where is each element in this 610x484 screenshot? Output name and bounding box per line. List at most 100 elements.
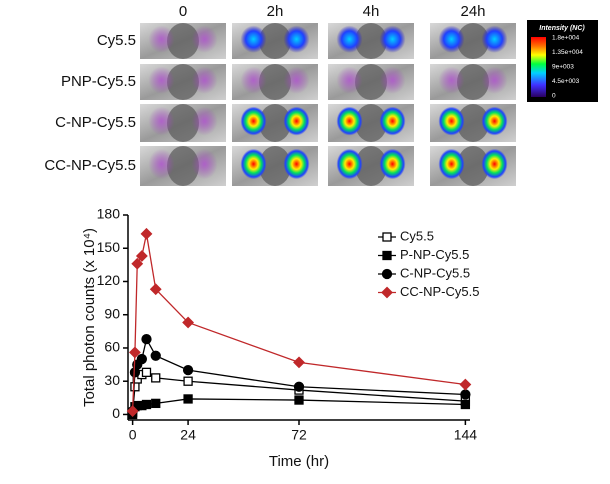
marker — [459, 378, 472, 391]
series — [126, 227, 472, 418]
signal — [481, 106, 508, 136]
signal — [283, 148, 310, 180]
image-cell — [430, 104, 516, 142]
signal — [379, 106, 406, 136]
head-shadow — [259, 23, 291, 59]
marker — [131, 257, 144, 270]
signal — [240, 148, 267, 180]
image-cell — [140, 104, 226, 142]
marker — [294, 395, 304, 405]
signal — [438, 148, 465, 180]
y-tick-label: 30 — [104, 372, 120, 388]
legend-marker — [382, 250, 392, 261]
row-label: C-NP-Cy5.5 — [55, 114, 136, 131]
colorbar-title: Intensity (NC) — [539, 25, 585, 32]
signal — [240, 25, 267, 53]
image-cell — [430, 146, 516, 186]
marker — [183, 394, 193, 404]
marker — [141, 399, 152, 410]
marker — [136, 353, 148, 365]
head-shadow — [457, 64, 489, 100]
colorbar-label: 4.5e+003 — [552, 78, 580, 85]
signal — [148, 25, 175, 53]
signal — [336, 25, 363, 53]
signal — [283, 25, 310, 53]
column-label: 4h — [363, 3, 380, 20]
row-label: CC-NP-Cy5.5 — [44, 157, 136, 174]
legend-marker — [382, 232, 392, 242]
signal — [283, 106, 310, 136]
image-cell — [140, 146, 226, 186]
signal — [148, 106, 175, 136]
head-shadow — [259, 104, 291, 142]
head-shadow — [259, 64, 291, 100]
legend-marker — [381, 286, 393, 299]
head-shadow — [167, 104, 199, 142]
signal — [379, 66, 406, 94]
marker — [141, 367, 152, 378]
image-cell — [140, 64, 226, 100]
signal — [481, 148, 508, 180]
signal — [481, 25, 508, 53]
x-tick-label: 72 — [291, 427, 307, 443]
marker — [293, 356, 305, 369]
marker — [130, 382, 140, 392]
signal — [191, 25, 218, 53]
signal — [438, 106, 465, 136]
signal — [336, 66, 363, 94]
colorbar-label: 9e+003 — [552, 64, 574, 71]
marker — [183, 376, 193, 386]
image-cell — [232, 64, 318, 100]
marker — [151, 373, 161, 383]
image-cell — [328, 104, 414, 142]
y-axis-label: Total photon counts (x 10⁴) — [81, 228, 98, 407]
marker — [182, 316, 195, 329]
signal — [191, 66, 218, 94]
legend-label: P-NP-Cy5.5 — [400, 247, 469, 262]
colorbar — [531, 37, 546, 97]
colorbar-label: 1.8e+004 — [552, 35, 580, 42]
x-axis-label: Time (hr) — [269, 453, 329, 470]
marker — [460, 389, 471, 400]
image-panel: 0 2h 4h 24h Cy5.5 PNP-Cy5.5 C-NP-Cy5.5 CC-NP-Cy… — [44, 3, 598, 186]
marker — [135, 250, 148, 262]
head-shadow — [167, 23, 199, 59]
signal — [148, 148, 175, 180]
signal — [438, 66, 465, 94]
head-shadow — [259, 146, 291, 186]
row-label: Cy5.5 — [97, 32, 136, 49]
y-tick-label: 90 — [104, 305, 120, 321]
image-cell — [140, 23, 226, 59]
row-label: PNP-Cy5.5 — [61, 73, 136, 90]
head-shadow — [355, 64, 387, 100]
signal — [191, 106, 218, 136]
column-label: 2h — [267, 3, 284, 20]
marker — [141, 333, 152, 345]
y-tick-label: 150 — [97, 239, 121, 255]
colorbar-label: 1.35e+004 — [552, 49, 583, 56]
signal — [379, 148, 406, 180]
signal — [336, 148, 363, 180]
marker — [149, 283, 162, 296]
y-tick-label: 60 — [104, 339, 120, 355]
series — [127, 333, 471, 417]
marker — [150, 350, 161, 361]
signal — [240, 106, 267, 136]
head-shadow — [355, 23, 387, 59]
signal — [481, 66, 508, 94]
head-shadow — [355, 104, 387, 142]
head-shadow — [355, 146, 387, 186]
head-shadow — [167, 146, 199, 186]
image-cell — [430, 23, 516, 59]
signal — [283, 66, 310, 94]
head-shadow — [457, 23, 489, 59]
image-cell — [328, 64, 414, 100]
marker — [151, 398, 161, 409]
legend-marker — [381, 268, 393, 280]
signal — [240, 66, 267, 94]
marker — [126, 405, 139, 418]
signal — [336, 106, 363, 136]
signal — [438, 25, 465, 53]
y-tick-label: 0 — [112, 405, 120, 421]
marker — [293, 381, 305, 392]
